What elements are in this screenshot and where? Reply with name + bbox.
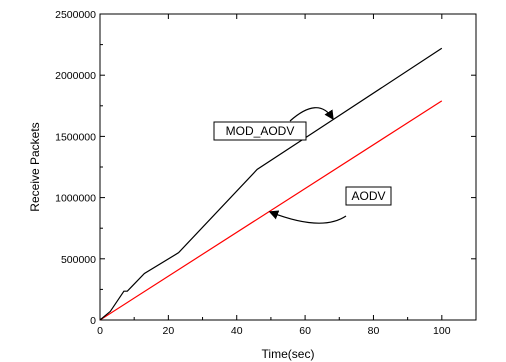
x-tick-label: 60 — [299, 325, 311, 337]
axis-ticks: 0 20 40 60 80 100 0 500000 1000000 1500000 2000000… — [55, 9, 476, 337]
y-tick-label: 2000000 — [55, 70, 96, 82]
y-tick-label: 1500000 — [55, 131, 96, 143]
plot-area-frame — [99, 13, 477, 321]
x-tick-label: 80 — [368, 325, 380, 337]
annotation-arrow — [268, 210, 347, 224]
annotation-box — [213, 121, 307, 141]
annotation-arrow — [289, 107, 334, 122]
series-layer — [99, 47, 443, 321]
annotation-label: MOD_AODV — [226, 124, 295, 138]
y-tick-label: 500000 — [61, 254, 96, 266]
x-tick-label: 0 — [97, 325, 103, 337]
series-line-mod-aodv — [99, 47, 443, 321]
x-tick-label: 20 — [163, 325, 175, 337]
y-tick-label: 1000000 — [55, 193, 96, 205]
annotation-label: AODV — [351, 189, 385, 203]
y-tick-label: 0 — [90, 315, 96, 327]
x-tick-label: 100 — [433, 325, 451, 337]
x-axis-title: Time(sec) — [262, 347, 315, 361]
y-tick-label: 2500000 — [55, 9, 96, 21]
x-tick-label: 40 — [231, 325, 243, 337]
annotation-box — [345, 186, 392, 206]
annotation-layer: MOD_AODV AODV — [213, 107, 392, 224]
y-axis-title: Receive Packets — [28, 122, 42, 211]
